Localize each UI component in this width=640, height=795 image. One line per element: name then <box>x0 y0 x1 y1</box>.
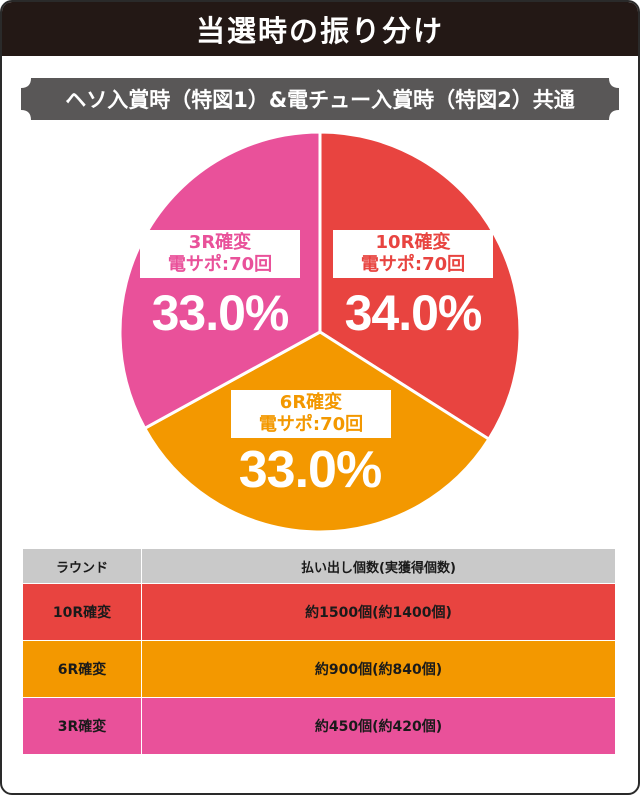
label-6r-name: 6R確変 <box>279 392 343 413</box>
row-10r-payout: 約1500個(約1400個) <box>141 583 616 641</box>
row-6r-payout: 約900個(約840個) <box>141 640 616 698</box>
header-round: ラウンド <box>22 548 142 584</box>
banner-background <box>21 78 619 120</box>
table-row: 10R確変 約1500個(約1400個) <box>22 583 616 641</box>
label-10r-name: 10R確変 <box>375 232 451 253</box>
pct-6r: 33.0% <box>238 441 382 499</box>
label-3r-sub: 電サポ:70回 <box>167 254 273 275</box>
table-row: 6R確変 約900個(約840個) <box>22 640 616 698</box>
row-10r-round: 10R確変 <box>22 583 142 641</box>
label-6r-sub: 電サポ:70回 <box>258 414 364 435</box>
label-3r: 3R確変 電サポ:70回 <box>140 230 300 278</box>
subtitle-banner: ヘソ入賞時（特図1）&電チュー入賞時（特図2）共通 <box>21 78 619 120</box>
pct-10r: 34.0% <box>344 285 483 341</box>
label-3r-name: 3R確変 <box>188 232 252 253</box>
table-header-row: ラウンド 払い出し個数(実獲得個数) <box>22 548 616 584</box>
subtitle-text: ヘソ入賞時（特図1）&電チュー入賞時（特図2）共通 <box>65 88 575 112</box>
row-3r-payout: 約450個(約420個) <box>141 697 616 755</box>
header-payout: 払い出し個数(実獲得個数) <box>141 548 616 584</box>
row-6r-round: 6R確変 <box>22 640 142 698</box>
page-title: 当選時の振り分け <box>2 2 638 56</box>
table-row: 3R確変 約450個(約420個) <box>22 697 616 755</box>
label-10r-sub: 電サポ:70回 <box>360 254 466 275</box>
pct-3r: 33.0% <box>151 285 290 341</box>
label-6r: 6R確変 電サポ:70回 <box>231 390 391 438</box>
row-3r-round: 3R確変 <box>22 697 142 755</box>
label-10r: 10R確変 電サポ:70回 <box>333 230 493 278</box>
payout-table: ラウンド 払い出し個数(実獲得個数) 10R確変 約1500個(約1400個) … <box>22 548 616 755</box>
